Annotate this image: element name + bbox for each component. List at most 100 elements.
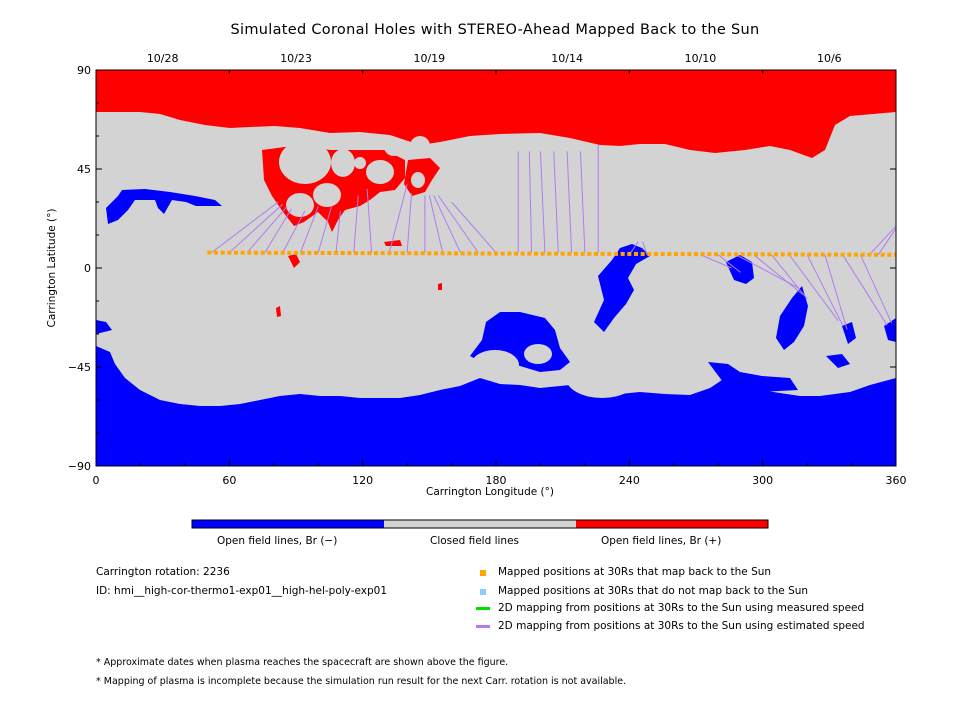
- y-tick-label: −90: [68, 460, 91, 473]
- north-polar-positive-region: [96, 70, 896, 158]
- x-tick-label: 0: [93, 474, 100, 487]
- mapped-position-point: [767, 252, 772, 257]
- mapped-position-point: [320, 250, 325, 255]
- mapped-position-point: [247, 250, 252, 255]
- mapped-position-point: [827, 252, 832, 257]
- negative-lobe-south-3: [826, 354, 850, 368]
- closed-island: [471, 350, 519, 380]
- mapping-line: [406, 193, 413, 253]
- negative-lobe-edge: [884, 318, 896, 342]
- mapped-position-point: [674, 252, 678, 257]
- mapped-position-point: [520, 251, 525, 256]
- mapped-positions: [207, 250, 896, 257]
- negative-lobe-center: [594, 244, 650, 332]
- colorbar-frame: [191, 519, 769, 529]
- mapped-position-point: [634, 251, 638, 256]
- mapped-position-point: [680, 252, 685, 257]
- mapped-position-point: [654, 252, 658, 257]
- mapped-position-point: [547, 251, 552, 256]
- positive-spot-2: [276, 306, 281, 317]
- mapped-position-point: [847, 252, 852, 257]
- mapping-line: [451, 201, 497, 253]
- mapped-position-point: [227, 250, 232, 255]
- y-tick-label: 0: [84, 262, 91, 275]
- legend-line-measured: [476, 607, 490, 610]
- mapped-position-point: [260, 250, 265, 255]
- x-tick-label: 240: [619, 474, 640, 487]
- run-id: ID: hmi__high-cor-thermo1-exp01__high-he…: [96, 585, 388, 597]
- estimated-speed-mapping-lines: [211, 144, 896, 330]
- mapping-line: [642, 241, 648, 255]
- mapped-position-point: [300, 250, 305, 255]
- legend-swatch-mapped: [480, 570, 486, 576]
- mapping-line: [717, 254, 741, 273]
- legend-line-estimated: [476, 625, 490, 628]
- axes: 0 60 120 180 240 300 360 90 45 0 −45 −90 10/28 10/23 1…: [68, 52, 907, 487]
- negative-lobe-spot: [842, 322, 856, 344]
- mapped-position-point: [860, 252, 865, 257]
- mapping-line: [788, 254, 839, 322]
- mapped-position-point: [380, 251, 385, 256]
- mapped-position-point: [807, 252, 812, 257]
- closed-island: [331, 149, 355, 177]
- mapped-position-point: [594, 251, 598, 256]
- mapped-position-point: [840, 252, 845, 257]
- mapping-line: [877, 228, 896, 256]
- negative-lobe-far-east: [776, 286, 808, 350]
- mapping-line: [299, 206, 319, 253]
- closed-island: [279, 140, 331, 184]
- mapped-position-point: [600, 251, 605, 256]
- mapped-position-point: [894, 252, 896, 257]
- mapping-line: [868, 225, 896, 256]
- top-date-label: 10/10: [685, 52, 717, 65]
- mapping-line: [553, 151, 559, 253]
- negative-lobe-north-1: [106, 189, 222, 224]
- note-dates: * Approximate dates when plasma reaches …: [96, 657, 509, 668]
- positive-spot-4: [384, 240, 402, 246]
- mapping-line: [806, 254, 844, 326]
- mapped-position-point: [820, 252, 825, 257]
- mapped-position-point: [234, 250, 238, 255]
- y-tick-label: 45: [77, 163, 91, 176]
- mapped-position-point: [420, 251, 425, 256]
- legend-label-mapped: Mapped positions at 30Rs that map back t…: [498, 566, 772, 578]
- top-date-label: 10/19: [413, 52, 445, 65]
- mapped-position-point: [480, 251, 485, 256]
- mapped-position-point: [360, 251, 365, 256]
- negative-lobe-west-edge: [96, 320, 112, 334]
- mapping-line: [388, 184, 408, 253]
- mapping-line: [700, 254, 732, 269]
- closed-island: [524, 344, 552, 364]
- mapped-position-point: [700, 252, 705, 257]
- mapped-position-point: [527, 251, 532, 256]
- mapping-line: [566, 151, 573, 253]
- mapped-position-point: [747, 252, 752, 257]
- positive-spot-1: [288, 254, 300, 268]
- mapping-line: [859, 254, 893, 324]
- mapped-position-point: [587, 251, 592, 256]
- closed-island: [286, 193, 314, 217]
- mapped-position-point: [794, 252, 798, 257]
- negative-lobe-south-2: [708, 362, 798, 392]
- mapped-position-point: [407, 251, 412, 256]
- legend-label-unmapped: Mapped positions at 30Rs that do not map…: [498, 585, 809, 597]
- mapping-line: [366, 188, 373, 253]
- mapping-line: [437, 195, 479, 253]
- closed-island: [354, 157, 366, 169]
- mapped-position-point: [274, 250, 278, 255]
- closed-island: [410, 136, 430, 156]
- mapped-position-point: [487, 251, 492, 256]
- mapped-position-point: [787, 252, 792, 257]
- colorbar-label-negative: Open field lines, Br (−): [217, 535, 338, 547]
- mapping-line: [428, 195, 444, 253]
- note-incomplete: * Mapping of plasma is incomplete becaus…: [96, 676, 627, 687]
- mapped-position-point: [467, 251, 472, 256]
- top-date-label: 10/23: [280, 52, 312, 65]
- colorbar-negative: [192, 520, 384, 528]
- map-regions: [96, 70, 896, 466]
- mapped-position-point: [814, 252, 818, 257]
- mapped-position-point: [307, 250, 312, 255]
- mapped-position-point: [727, 252, 732, 257]
- colorbar: [191, 519, 769, 529]
